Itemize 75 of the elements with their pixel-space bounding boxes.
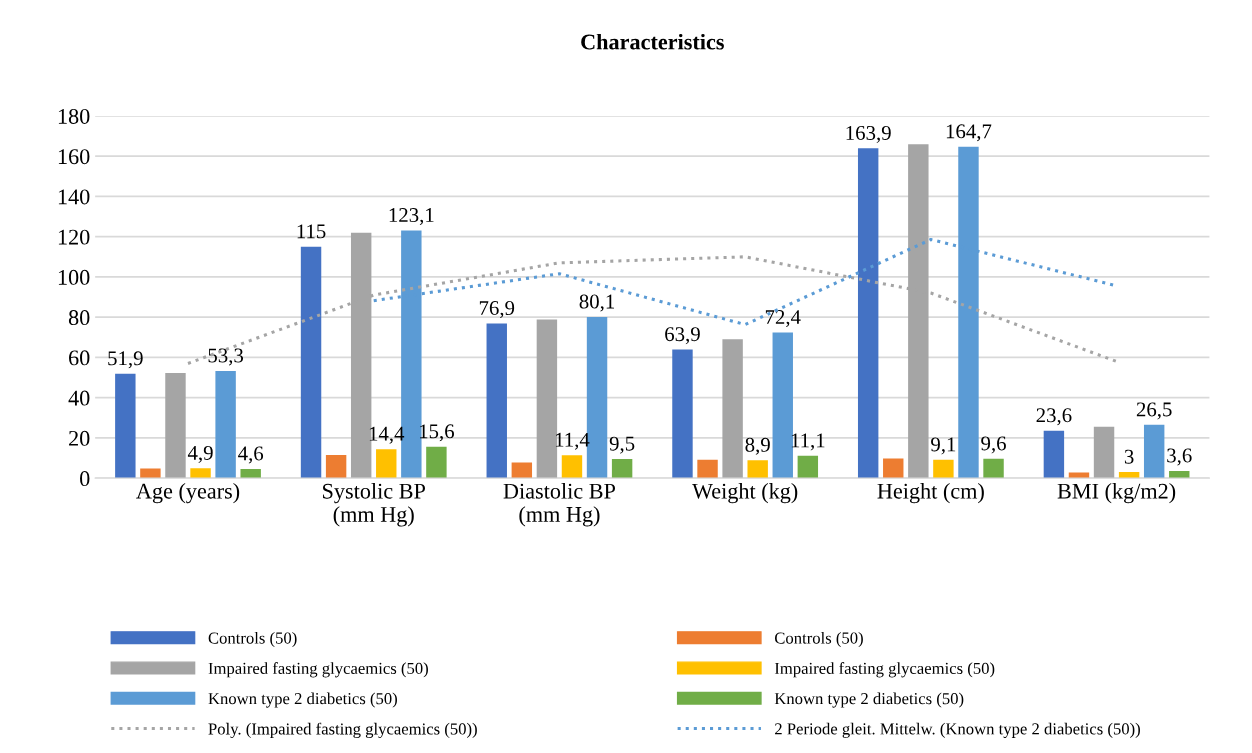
bar — [611, 459, 633, 479]
bar — [215, 370, 236, 479]
y-tick-label: 100 — [58, 269, 90, 285]
x-tick-label: BMI (kg/m2) — [1057, 483, 1176, 504]
y-tick-label: 0 — [80, 471, 90, 487]
x-tick-label: Age (years) — [136, 483, 240, 504]
bar — [165, 373, 186, 479]
bar — [140, 468, 161, 479]
bar — [190, 468, 211, 479]
bar — [1143, 424, 1165, 479]
bar — [240, 468, 261, 479]
bar — [772, 332, 793, 479]
data-label: 8,9 — [745, 437, 770, 455]
data-label: 164,7 — [946, 124, 992, 142]
data-label: 4,6 — [238, 446, 264, 464]
bar — [115, 373, 136, 479]
data-label: 3,6 — [1167, 448, 1192, 466]
data-label: 76,9 — [479, 301, 515, 319]
legend-label: Poly. (Impaired fasting glycaemics (50)) — [208, 722, 477, 738]
bar — [561, 455, 583, 479]
data-label: 63,9 — [665, 327, 700, 345]
legend-label: Impaired fasting glycaemics (50) — [208, 662, 428, 678]
bar — [1093, 426, 1115, 479]
data-label: 72,4 — [765, 310, 801, 328]
bar — [426, 446, 447, 479]
data-label: 163,9 — [846, 125, 891, 143]
y-tick-label: 120 — [58, 229, 90, 245]
bar — [883, 458, 904, 479]
bar — [1118, 472, 1140, 479]
bar — [747, 460, 768, 479]
bar — [933, 459, 954, 479]
bar — [672, 349, 693, 479]
y-tick-label: 40 — [68, 390, 90, 406]
data-label: 53,3 — [208, 348, 244, 366]
data-label: 23,6 — [1036, 408, 1072, 426]
bar — [857, 148, 879, 479]
bar — [376, 449, 397, 479]
x-tick-label: Systolic BP (mm Hg) — [323, 483, 426, 527]
bar — [511, 462, 533, 479]
y-tick-label: 180 — [58, 108, 90, 124]
data-label: 9,1 — [931, 437, 956, 455]
data-label: 9,5 — [609, 436, 635, 454]
bar — [1169, 470, 1190, 479]
y-tick-label: 80 — [68, 310, 90, 326]
bar — [983, 458, 1004, 479]
bar — [486, 323, 507, 479]
bar — [1043, 430, 1065, 479]
legend-label: 2 Periode gleit. Mittelw. (Known type 2 diabetics (50)) — [775, 722, 1140, 738]
x-tick-label: Weight (kg) — [692, 483, 798, 504]
x-tick-label: Height (cm) — [877, 483, 984, 504]
data-label: 115 — [297, 224, 326, 239]
data-label: 80,1 — [579, 294, 615, 312]
bar — [722, 339, 743, 479]
bar — [300, 246, 322, 479]
data-label: 123,1 — [389, 208, 434, 226]
bar — [697, 459, 718, 479]
chart-title: Characteristics — [581, 33, 724, 50]
data-label: 4,9 — [187, 445, 213, 463]
bar — [797, 455, 819, 479]
x-tick-label: Diastolic BP (mm Hg) — [503, 483, 616, 527]
legend-label: Controls (50) — [208, 631, 297, 648]
y-tick-label: 140 — [58, 189, 90, 205]
bar — [325, 455, 347, 479]
data-label: 9,6 — [981, 436, 1006, 454]
legend-label: Controls (50) — [774, 631, 863, 648]
bar — [536, 319, 558, 479]
y-tick-label: 160 — [58, 149, 90, 165]
data-label: 3 — [1124, 449, 1134, 464]
legend-label: Known type 2 diabetics (50) — [774, 692, 964, 708]
legend-label: Known type 2 diabetics (50) — [208, 692, 397, 708]
data-label: 51,9 — [108, 351, 143, 369]
data-label: 26,5 — [1136, 402, 1172, 420]
y-tick-label: 20 — [69, 430, 90, 446]
y-tick-label: 60 — [69, 350, 90, 366]
legend-label: Impaired fasting glycaemics (50) — [774, 662, 995, 678]
